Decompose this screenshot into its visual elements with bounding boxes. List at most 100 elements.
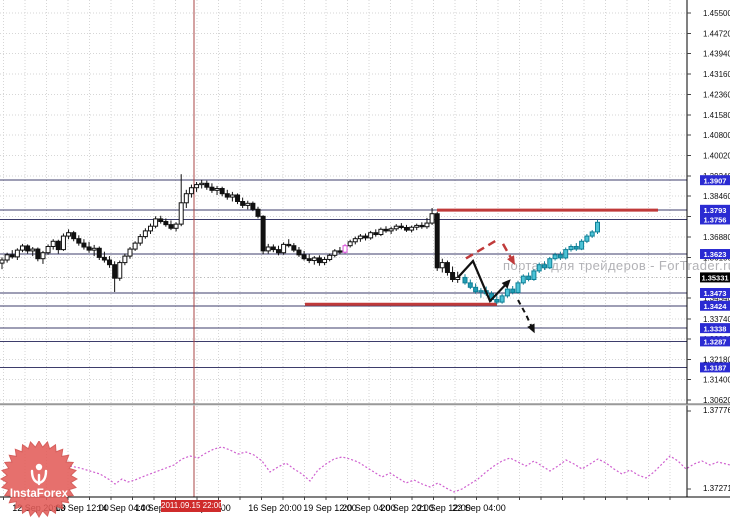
arrowhead (527, 323, 535, 334)
candle (332, 249, 338, 258)
indicator-scale-bottom: 1.37271 (703, 484, 730, 493)
time-axis-label: 20 Sep 20:00 (380, 503, 434, 513)
forecast-candle (557, 251, 563, 260)
time-axis-label: 22 Sep 04:00 (452, 503, 506, 513)
forecast-candle (542, 261, 547, 270)
candle (194, 182, 200, 192)
candle (168, 220, 174, 231)
instaforex-emblem (30, 463, 48, 486)
candle (429, 208, 435, 225)
candle (352, 236, 358, 245)
red-dashed-line (465, 238, 498, 260)
candle (240, 197, 246, 208)
forecast-candle (579, 239, 585, 251)
price-level-box (700, 362, 730, 373)
price-level-box-label: 1.35331 (701, 274, 728, 283)
candle (337, 247, 343, 255)
price-level-box-label: 1.3623 (704, 250, 727, 259)
forecast-candle (589, 230, 595, 238)
forecast-candle (547, 256, 553, 270)
candle (209, 183, 215, 193)
candle (270, 244, 276, 253)
candle (281, 242, 287, 255)
forecast-candle (504, 287, 510, 298)
candle (117, 260, 123, 281)
time-axis-label: 20 Sep 04:00 (342, 503, 396, 513)
candle (455, 271, 461, 283)
candle (66, 229, 72, 240)
price-tick-label: 1.36880 (703, 233, 730, 242)
candle (342, 243, 348, 254)
price-tick-label: 1.33740 (703, 315, 730, 324)
price-tick-label: 1.41580 (703, 111, 730, 120)
price-level-box (700, 175, 730, 186)
candle (219, 186, 225, 197)
price-tick-label: 1.42360 (703, 91, 730, 100)
candle (55, 239, 61, 254)
candle (35, 247, 41, 262)
candle (163, 218, 169, 227)
candle (378, 227, 384, 237)
candle (91, 244, 97, 257)
candle (153, 216, 159, 229)
forecast-candle (473, 283, 479, 294)
forecast-candle (478, 288, 484, 298)
forecast-candle (552, 252, 558, 261)
candle (71, 230, 77, 242)
forecast-candle (584, 234, 590, 244)
price-level-box (700, 336, 730, 347)
instaforex-logo: InstaForex (0, 441, 78, 518)
price-level-box (700, 288, 730, 299)
candle (414, 223, 420, 231)
candle (76, 235, 82, 246)
price-level-box (700, 214, 730, 225)
price-level-box-label: 1.3473 (704, 289, 727, 298)
arrowhead (501, 279, 511, 289)
candle (4, 252, 10, 263)
candle (60, 233, 66, 251)
price-tick-label: 1.38460 (703, 192, 730, 201)
candle (373, 229, 379, 237)
forecast-candle (499, 293, 505, 304)
candle (327, 253, 333, 262)
price-level-box-label: 1.3287 (704, 338, 727, 347)
price-level-box (700, 249, 730, 260)
candle (424, 217, 430, 229)
instaforex-brand-text: InstaForex (10, 488, 69, 500)
candle (403, 224, 409, 232)
price-level-box-label: 1.3424 (704, 302, 728, 311)
price-level-box-label: 1.3187 (704, 364, 727, 373)
candle (142, 228, 148, 239)
price-tick-label: 1.32180 (703, 355, 730, 364)
candle (127, 247, 133, 259)
time-axis-label: 19 Sep 12:00 (303, 503, 357, 513)
forecast-candle (595, 219, 600, 234)
forecast-candle (568, 244, 574, 252)
price-level-box-label: 1.3756 (704, 216, 727, 225)
arrowhead (507, 255, 515, 266)
price-level-box (700, 323, 730, 334)
candle (275, 245, 281, 256)
vertical-line-timestamp-label: 2011.09.15 22:00 (161, 500, 223, 512)
candle (40, 250, 46, 264)
price-level-box (700, 204, 730, 215)
candle (107, 256, 113, 268)
price-tick-label: 1.30620 (703, 396, 730, 405)
price-tick-label: 1.44720 (703, 29, 730, 38)
candle (122, 253, 128, 266)
candle (45, 244, 51, 255)
candle (137, 234, 143, 246)
candle (96, 246, 102, 260)
candle (311, 256, 317, 265)
candle (199, 179, 205, 189)
forecast-candle (536, 262, 542, 273)
candle (363, 233, 369, 241)
candle (357, 234, 363, 242)
black-zigzag-annotation (457, 259, 509, 304)
candle (398, 223, 404, 230)
candle (101, 251, 107, 263)
candle (265, 243, 271, 254)
price-level-box-label: 1.3793 (704, 206, 727, 215)
candle (291, 243, 297, 253)
